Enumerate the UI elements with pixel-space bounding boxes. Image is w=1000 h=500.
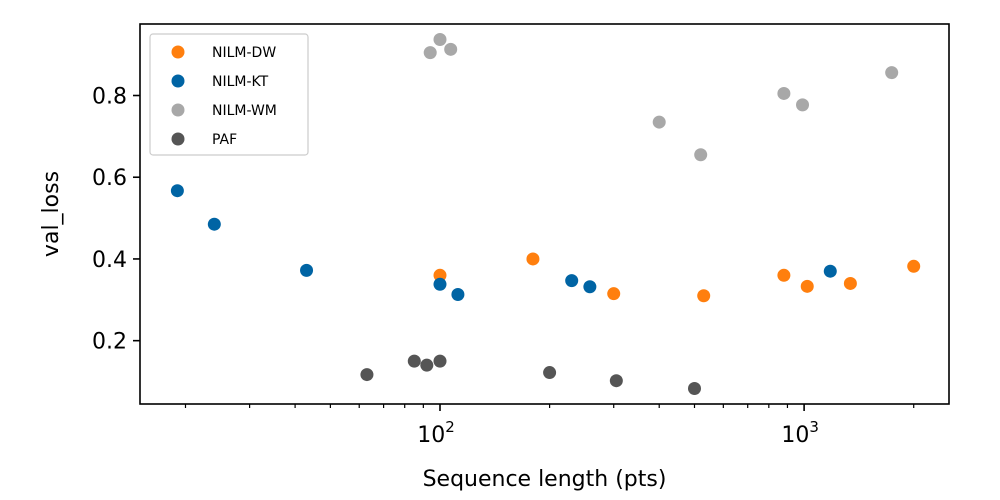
- legend-marker-nilm-dw: [171, 45, 185, 59]
- legend-marker-nilm-wm: [171, 103, 185, 117]
- data-point-nilm-kt: [207, 217, 221, 231]
- data-point-nilm-wm: [885, 66, 899, 80]
- data-point-nilm-kt: [451, 287, 465, 301]
- y-tick-label: 0.8: [92, 85, 127, 110]
- y-axis-label: val_loss: [39, 171, 64, 257]
- legend-marker-paf: [171, 132, 185, 146]
- data-point-nilm-kt: [433, 277, 447, 291]
- x-tick-label: 103: [781, 418, 819, 448]
- legend-marker-nilm-kt: [171, 74, 185, 88]
- plot-layer: [170, 33, 921, 395]
- data-point-nilm-kt: [823, 264, 837, 278]
- data-point-nilm-wm: [433, 33, 447, 47]
- data-point-nilm-dw: [607, 287, 621, 301]
- data-point-nilm-wm: [694, 148, 708, 162]
- data-point-nilm-dw: [800, 279, 814, 293]
- data-point-nilm-dw: [907, 259, 921, 273]
- x-axis-label: Sequence length (pts): [423, 467, 667, 492]
- data-point-paf: [543, 366, 557, 380]
- data-point-nilm-dw: [777, 268, 791, 282]
- data-point-nilm-kt: [583, 280, 597, 294]
- y-tick-label: 0.6: [92, 166, 127, 191]
- data-point-nilm-kt: [300, 263, 314, 277]
- data-point-nilm-wm: [796, 98, 810, 112]
- data-point-paf: [420, 358, 434, 372]
- data-point-paf: [407, 354, 421, 368]
- legend-label: NILM-DW: [212, 45, 276, 61]
- data-point-nilm-wm: [423, 46, 437, 60]
- data-point-nilm-wm: [444, 42, 458, 56]
- data-point-nilm-dw: [697, 289, 711, 303]
- data-point-nilm-kt: [565, 274, 579, 288]
- data-point-paf: [609, 374, 623, 388]
- x-tick-label-exponent: 3: [809, 418, 819, 436]
- data-point-paf: [433, 354, 447, 368]
- data-point-nilm-dw: [843, 276, 857, 290]
- x-tick-label: 102: [417, 418, 455, 448]
- data-point-nilm-wm: [652, 115, 666, 129]
- legend-label: NILM-WM: [212, 103, 277, 119]
- legend-label: NILM-KT: [212, 74, 269, 90]
- y-tick-label: 0.2: [92, 330, 127, 355]
- legend-label: PAF: [212, 132, 237, 148]
- plot-frame: [139, 23, 950, 405]
- x-tick-label-exponent: 2: [445, 418, 455, 436]
- x-tick-label-base: 10: [417, 423, 445, 448]
- data-point-nilm-wm: [777, 86, 791, 100]
- legend: NILM-DW NILM-KT NILM-WM PAF: [149, 33, 309, 156]
- data-point-nilm-dw: [433, 268, 447, 282]
- data-point-nilm-kt: [170, 184, 184, 198]
- y-tick-label: 0.4: [92, 248, 127, 273]
- data-point-paf: [360, 368, 374, 382]
- x-tick-label-base: 10: [781, 423, 809, 448]
- legend-box: [149, 33, 309, 156]
- data-point-paf: [687, 381, 701, 395]
- data-point-nilm-dw: [526, 252, 540, 266]
